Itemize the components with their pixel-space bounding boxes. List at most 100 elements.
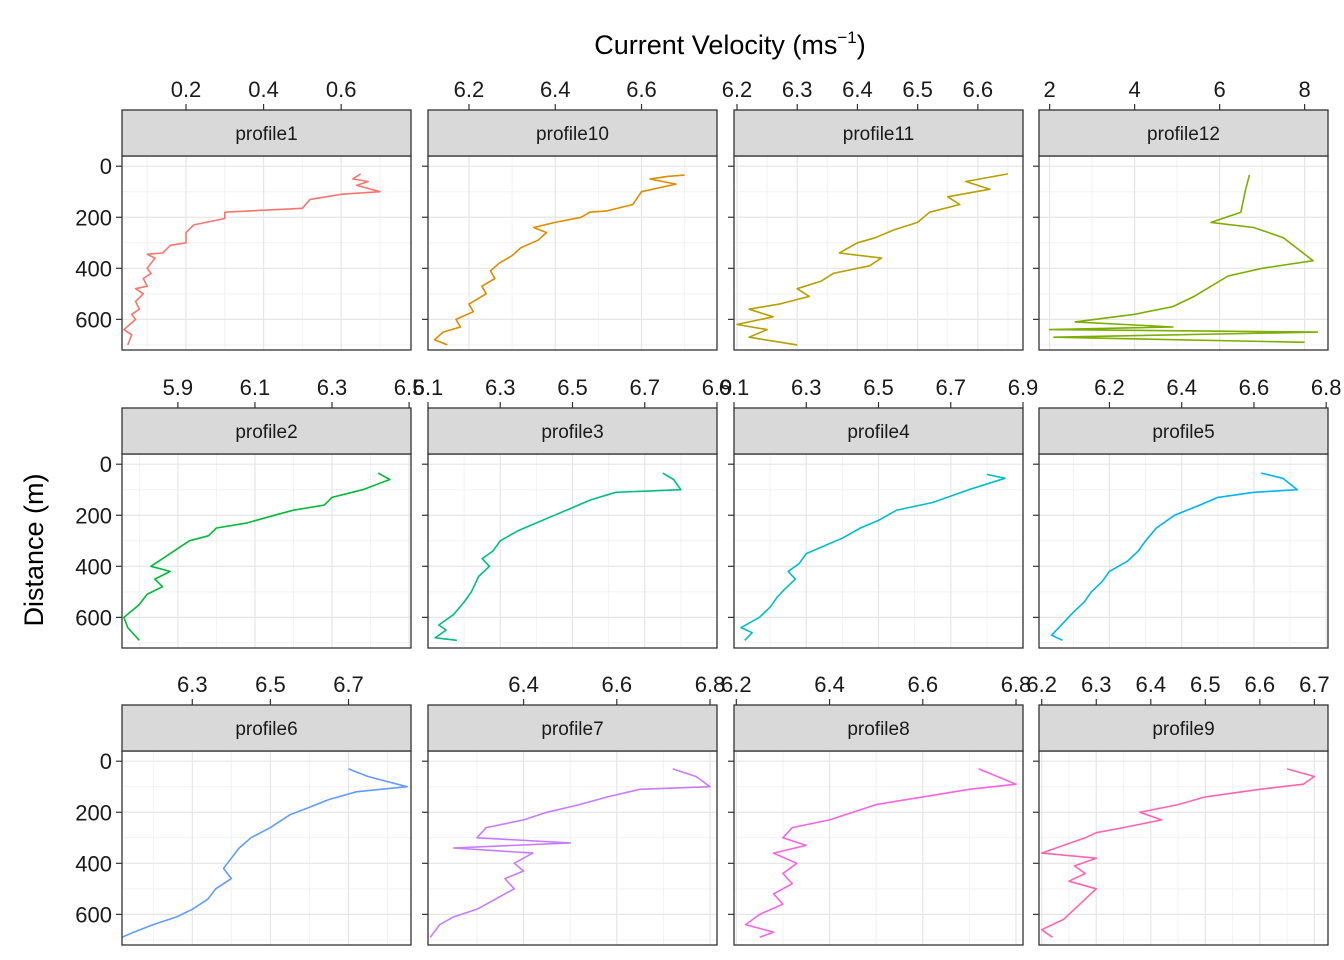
x-tick-label: 0.6 bbox=[326, 77, 357, 102]
x-tick-label: 6.1 bbox=[413, 375, 444, 400]
x-tick-label: 6.6 bbox=[601, 672, 632, 697]
strip-label: profile10 bbox=[536, 124, 609, 145]
y-tick-label: 400 bbox=[75, 554, 112, 579]
strip-label: profile12 bbox=[1147, 124, 1220, 145]
series-line-profile3 bbox=[434, 472, 682, 642]
x-tick-label: 6.6 bbox=[1245, 672, 1276, 697]
panel-background bbox=[1039, 751, 1328, 945]
x-tick-label: 6.4 bbox=[814, 672, 845, 697]
y-tick-label: 0 bbox=[100, 452, 112, 477]
strip-background bbox=[427, 109, 718, 157]
y-axis-title: Distance (m) bbox=[19, 473, 49, 626]
strip-background bbox=[1038, 704, 1329, 752]
x-tick-label: 6.6 bbox=[907, 672, 938, 697]
x-tick-label: 0.4 bbox=[248, 77, 279, 102]
strip-background bbox=[121, 109, 412, 157]
x-tick-label: 6.5 bbox=[863, 375, 894, 400]
panel-background bbox=[428, 156, 717, 350]
facet-profile6: profile6 6.3 6.5 6.7 0 200 400 600 bbox=[75, 672, 412, 946]
facet-profile8: profile8 6.2 6.4 6.6 6.8 bbox=[721, 672, 1032, 946]
x-axis-title-superscript: −1 bbox=[837, 28, 856, 47]
series-line-profile8 bbox=[744, 768, 1017, 939]
strip-label: profile8 bbox=[847, 719, 909, 740]
strip-label: profile9 bbox=[1152, 719, 1214, 740]
x-tick-label: 6.8 bbox=[695, 672, 726, 697]
x-tick-label: 6.3 bbox=[782, 77, 813, 102]
panel-background bbox=[1039, 156, 1328, 350]
panel-background bbox=[1039, 454, 1328, 648]
y-tick-label: 200 bbox=[75, 205, 112, 230]
strip-background bbox=[733, 704, 1024, 752]
x-tick-label: 6.3 bbox=[485, 375, 516, 400]
y-tick-label: 200 bbox=[75, 800, 112, 825]
x-tick-label: 6.6 bbox=[626, 77, 657, 102]
x-tick-label: 8 bbox=[1299, 77, 1311, 102]
facet-profile11: profile11 6.2 6.3 6.4 6.5 6.6 bbox=[722, 77, 1024, 351]
x-tick-label: 6.5 bbox=[255, 672, 286, 697]
facet-profile4: profile4 6.1 6.3 6.5 6.7 6.9 bbox=[719, 375, 1039, 649]
x-tick-label: 6.4 bbox=[540, 77, 571, 102]
series-line-profile9 bbox=[1040, 768, 1316, 938]
series-line-profile6 bbox=[121, 768, 408, 939]
x-tick-label: 6.3 bbox=[177, 672, 208, 697]
x-tick-label: 6.8 bbox=[1001, 672, 1032, 697]
facet-profile5: profile5 6.2 6.4 6.6 6.8 bbox=[1033, 375, 1341, 649]
strip-label: profile4 bbox=[847, 422, 910, 443]
y-tick-label: 0 bbox=[100, 154, 112, 179]
x-tick-label: 6.3 bbox=[1081, 672, 1112, 697]
y-tick-label: 200 bbox=[75, 503, 112, 528]
x-tick-label: 0.2 bbox=[171, 77, 202, 102]
y-tick-label: 400 bbox=[75, 851, 112, 876]
x-tick-label: 6.5 bbox=[557, 375, 588, 400]
x-tick-label: 6.1 bbox=[240, 375, 271, 400]
x-tick-label: 6.7 bbox=[1299, 672, 1330, 697]
series-line-profile12 bbox=[1048, 174, 1319, 344]
x-tick-label: 6.7 bbox=[333, 672, 364, 697]
x-tick-label: 4 bbox=[1129, 77, 1141, 102]
x-tick-label: 6.3 bbox=[791, 375, 822, 400]
x-tick-label: 6.1 bbox=[719, 375, 750, 400]
x-tick-label: 6.5 bbox=[1190, 672, 1221, 697]
x-tick-label: 6.9 bbox=[1008, 375, 1039, 400]
x-tick-label: 6.9 bbox=[702, 375, 733, 400]
facet-profile9: profile9 6.2 6.3 6.4 6.5 6.6 6.7 bbox=[1026, 672, 1330, 946]
facet-profile2: profile2 5.9 6.1 6.3 6.5 0 200 400 600 bbox=[75, 375, 425, 649]
y-tick-label: 600 bbox=[75, 307, 112, 332]
panel-background bbox=[734, 751, 1023, 945]
facet-profile7: profile7 6.4 6.6 6.8 bbox=[422, 672, 726, 946]
strip-background bbox=[121, 704, 412, 752]
x-tick-label: 2 bbox=[1044, 77, 1056, 102]
x-tick-label: 6.5 bbox=[394, 375, 425, 400]
strip-background bbox=[121, 407, 412, 455]
facet-profile1: profile1 0.2 0.4 0.6 0 200 400 600 bbox=[75, 77, 412, 351]
x-tick-label: 6.6 bbox=[1239, 375, 1270, 400]
x-tick-label: 6.2 bbox=[1026, 672, 1057, 697]
strip-label: profile7 bbox=[541, 719, 603, 740]
y-tick-label: 600 bbox=[75, 902, 112, 927]
x-axis-title: Current Velocity (ms−1) bbox=[594, 28, 865, 60]
strip-background bbox=[427, 704, 718, 752]
x-tick-label: 6.4 bbox=[1135, 672, 1166, 697]
x-tick-label: 6.4 bbox=[842, 77, 873, 102]
series-line-profile1 bbox=[123, 173, 381, 346]
strip-label: profile2 bbox=[235, 422, 297, 443]
x-tick-label: 6.3 bbox=[317, 375, 348, 400]
x-tick-label: 6.2 bbox=[454, 77, 485, 102]
strip-label: profile5 bbox=[1152, 422, 1214, 443]
series-line-profile2 bbox=[123, 472, 391, 641]
x-tick-label: 6.6 bbox=[963, 77, 994, 102]
strip-label: profile6 bbox=[235, 719, 297, 740]
x-tick-label: 6 bbox=[1214, 77, 1226, 102]
strip-background bbox=[1038, 407, 1329, 455]
y-tick-label: 0 bbox=[100, 749, 112, 774]
series-line-profile11 bbox=[736, 173, 1009, 346]
strip-label: profile1 bbox=[235, 124, 297, 145]
series-line-profile4 bbox=[740, 473, 1006, 641]
panel-background bbox=[734, 156, 1023, 350]
x-tick-label: 6.2 bbox=[722, 77, 753, 102]
strip-background bbox=[733, 109, 1024, 157]
strip-background bbox=[1038, 109, 1329, 157]
x-tick-label: 6.7 bbox=[935, 375, 966, 400]
x-tick-label: 6.5 bbox=[902, 77, 933, 102]
